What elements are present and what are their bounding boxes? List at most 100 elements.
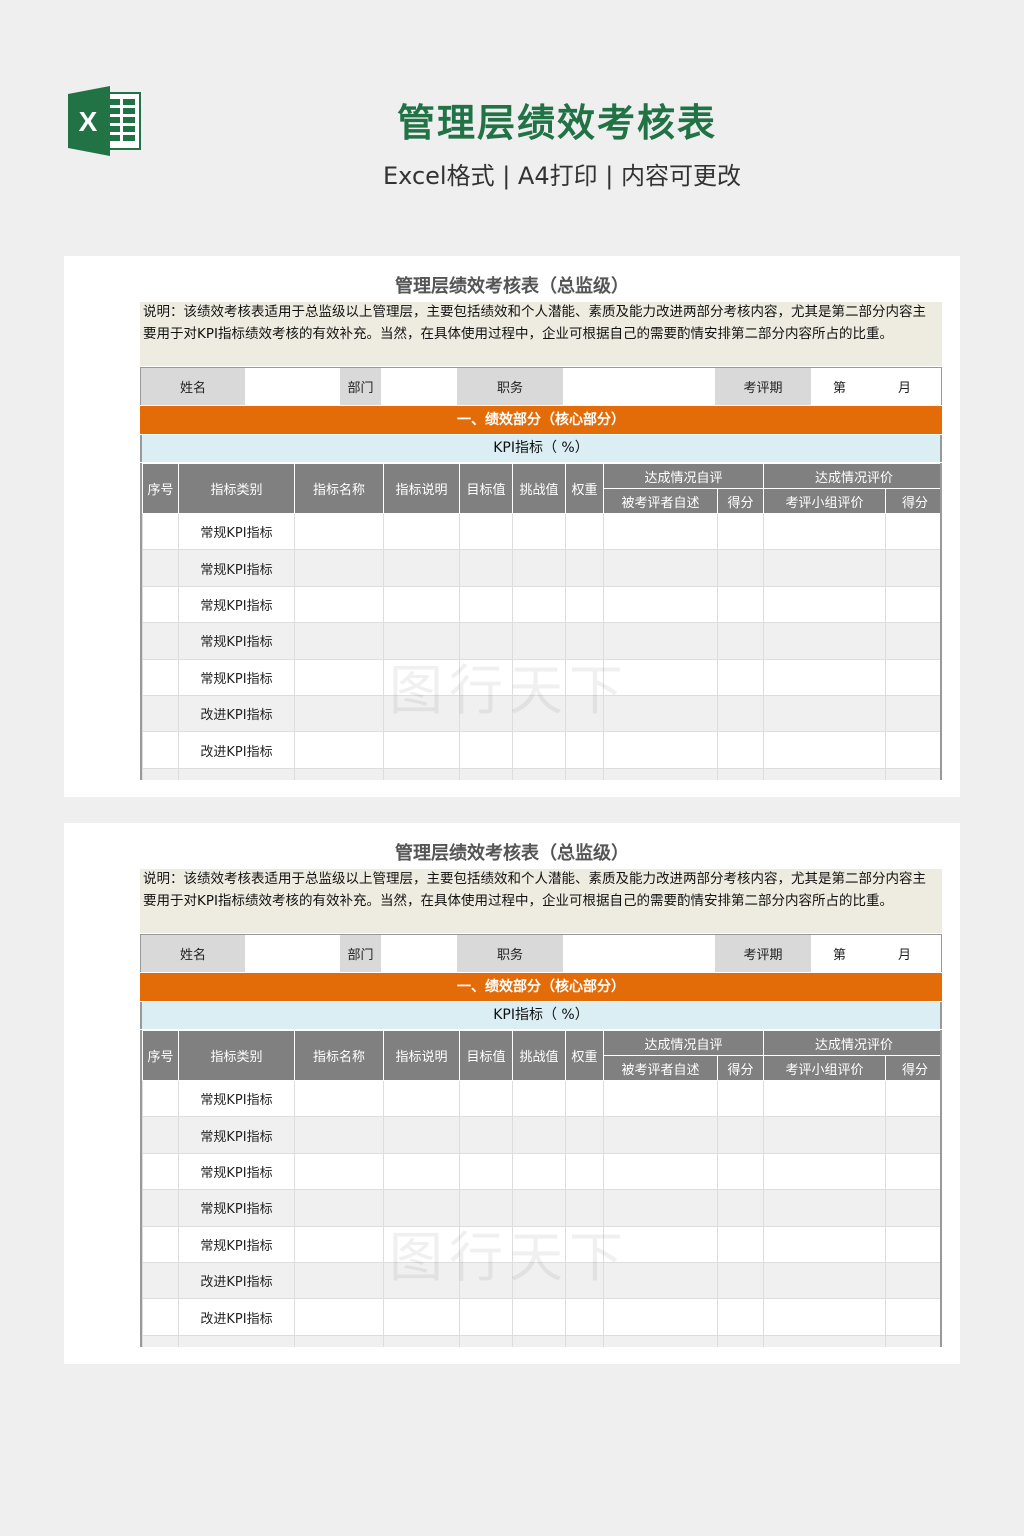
table-cell[interactable] — [603, 1079, 718, 1118]
table-cell[interactable] — [603, 1225, 718, 1263]
category-cell[interactable]: 常规KPI指标 — [178, 549, 295, 587]
table-cell[interactable] — [716, 767, 765, 780]
table-cell[interactable] — [383, 1261, 460, 1300]
table-cell[interactable] — [459, 1189, 513, 1227]
table-cell[interactable] — [459, 622, 513, 660]
table-cell[interactable] — [459, 731, 513, 769]
table-cell[interactable] — [565, 1225, 604, 1263]
table-cell[interactable] — [763, 1152, 887, 1191]
table-cell[interactable] — [885, 1334, 940, 1347]
table-cell[interactable] — [142, 694, 179, 733]
table-cell[interactable] — [512, 622, 566, 660]
table-cell[interactable] — [512, 585, 566, 624]
table-cell[interactable] — [512, 1225, 566, 1263]
category-cell[interactable] — [178, 1334, 295, 1347]
table-cell[interactable] — [142, 1298, 179, 1336]
table-cell[interactable] — [885, 1225, 940, 1263]
table-cell[interactable] — [294, 658, 384, 696]
table-cell[interactable] — [565, 549, 604, 587]
table-cell[interactable] — [512, 1079, 566, 1118]
table-cell[interactable] — [763, 1116, 887, 1154]
table-cell[interactable] — [763, 585, 887, 624]
table-cell[interactable] — [294, 549, 384, 587]
table-cell[interactable] — [565, 658, 604, 696]
category-cell[interactable]: 常规KPI指标 — [178, 585, 295, 624]
table-cell[interactable] — [294, 694, 384, 733]
table-cell[interactable] — [885, 1079, 940, 1118]
table-cell[interactable] — [716, 1298, 765, 1336]
table-cell[interactable] — [294, 767, 384, 780]
table-cell[interactable] — [763, 731, 887, 769]
table-cell[interactable] — [716, 731, 765, 769]
category-cell[interactable] — [178, 767, 295, 780]
table-cell[interactable] — [383, 1189, 460, 1227]
category-cell[interactable]: 常规KPI指标 — [178, 1152, 295, 1191]
category-cell[interactable]: 常规KPI指标 — [178, 1225, 295, 1263]
table-cell[interactable] — [142, 658, 179, 696]
table-cell[interactable] — [763, 1261, 887, 1300]
table-cell[interactable] — [142, 731, 179, 769]
table-cell[interactable] — [565, 1116, 604, 1154]
table-cell[interactable] — [459, 549, 513, 587]
table-cell[interactable] — [142, 512, 179, 551]
table-cell[interactable] — [603, 585, 718, 624]
table-cell[interactable] — [294, 622, 384, 660]
table-cell[interactable] — [512, 549, 566, 587]
table-cell[interactable] — [459, 1152, 513, 1191]
table-cell[interactable] — [142, 1225, 179, 1263]
table-cell[interactable] — [885, 549, 940, 587]
table-cell[interactable] — [885, 585, 940, 624]
table-cell[interactable] — [459, 658, 513, 696]
table-cell[interactable] — [142, 1261, 179, 1300]
table-cell[interactable] — [716, 1079, 765, 1118]
table-cell[interactable] — [512, 658, 566, 696]
table-cell[interactable] — [716, 622, 765, 660]
table-cell[interactable] — [512, 731, 566, 769]
table-cell[interactable] — [885, 1261, 940, 1300]
table-cell[interactable] — [459, 1116, 513, 1154]
table-cell[interactable] — [383, 1152, 460, 1191]
table-cell[interactable] — [565, 731, 604, 769]
table-cell[interactable] — [565, 694, 604, 733]
table-cell[interactable] — [763, 658, 887, 696]
table-cell[interactable] — [383, 585, 460, 624]
table-cell[interactable] — [603, 1116, 718, 1154]
table-cell[interactable] — [716, 549, 765, 587]
table-cell[interactable] — [716, 694, 765, 733]
table-cell[interactable] — [603, 549, 718, 587]
table-cell[interactable] — [763, 1334, 887, 1347]
table-cell[interactable] — [383, 731, 460, 769]
table-cell[interactable] — [459, 767, 513, 780]
table-cell[interactable] — [459, 1334, 513, 1347]
table-cell[interactable] — [603, 622, 718, 660]
table-cell[interactable] — [459, 1261, 513, 1300]
table-cell[interactable] — [383, 1116, 460, 1154]
category-cell[interactable]: 改进KPI指标 — [178, 1298, 295, 1336]
table-cell[interactable] — [603, 1298, 718, 1336]
table-cell[interactable] — [294, 731, 384, 769]
table-cell[interactable] — [716, 585, 765, 624]
table-cell[interactable] — [512, 1261, 566, 1300]
table-cell[interactable] — [885, 1116, 940, 1154]
table-cell[interactable] — [383, 622, 460, 660]
table-cell[interactable] — [603, 658, 718, 696]
table-cell[interactable] — [885, 731, 940, 769]
table-cell[interactable] — [142, 1079, 179, 1118]
table-cell[interactable] — [885, 767, 940, 780]
table-cell[interactable] — [294, 1116, 384, 1154]
table-cell[interactable] — [142, 1116, 179, 1154]
table-cell[interactable] — [763, 694, 887, 733]
table-cell[interactable] — [565, 1334, 604, 1347]
table-cell[interactable] — [383, 549, 460, 587]
category-cell[interactable]: 改进KPI指标 — [178, 694, 295, 733]
table-cell[interactable] — [763, 1225, 887, 1263]
table-cell[interactable] — [763, 622, 887, 660]
table-cell[interactable] — [294, 1261, 384, 1300]
table-cell[interactable] — [716, 658, 765, 696]
table-cell[interactable] — [383, 1298, 460, 1336]
table-cell[interactable] — [603, 1261, 718, 1300]
table-cell[interactable] — [459, 512, 513, 551]
table-cell[interactable] — [459, 1225, 513, 1263]
table-cell[interactable] — [885, 694, 940, 733]
table-cell[interactable] — [142, 622, 179, 660]
